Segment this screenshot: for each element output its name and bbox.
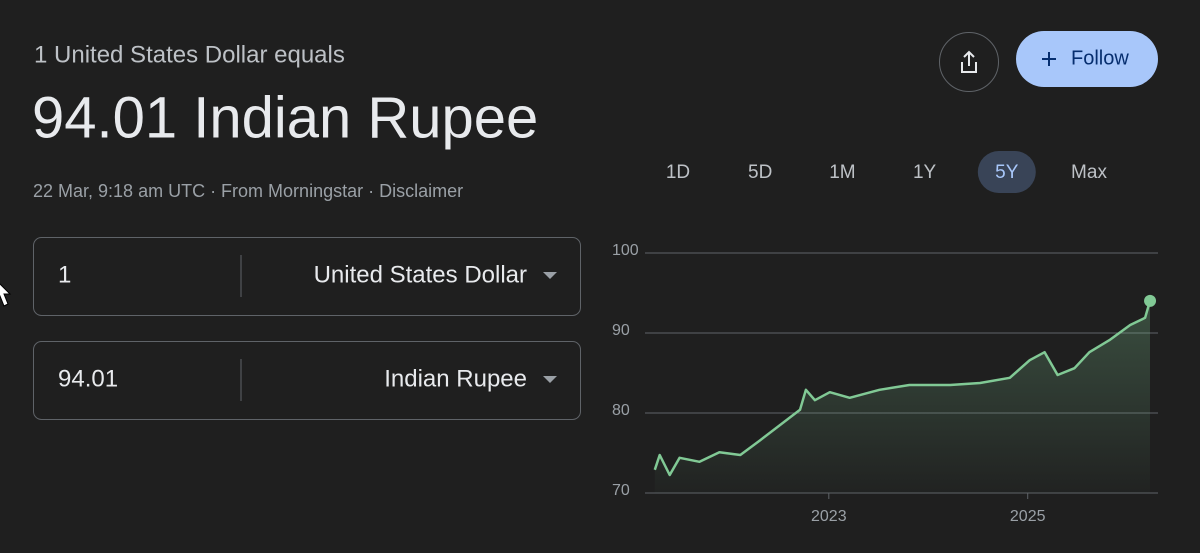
y-tick-label: 100 bbox=[612, 242, 639, 259]
meta: 22 Mar, 9:18 am UTC · From Morningstar ·… bbox=[33, 181, 463, 201]
amount[interactable]: 1 bbox=[58, 261, 71, 288]
follow-label[interactable]: Follow bbox=[1071, 47, 1129, 69]
to-field[interactable]: 94.01 Indian Rupee bbox=[33, 341, 581, 420]
field-box bbox=[33, 237, 581, 316]
y-tick-label: 80 bbox=[612, 402, 630, 419]
share-button[interactable] bbox=[939, 32, 999, 92]
y-tick-label: 70 bbox=[612, 482, 630, 499]
share-circle bbox=[939, 32, 999, 92]
field-box bbox=[33, 341, 581, 420]
y-tick-label: 90 bbox=[612, 322, 630, 339]
range-tabs: 1D 5D 1M 1Y 5Y Max bbox=[666, 151, 1107, 193]
dropdown-arrow[interactable] bbox=[543, 376, 557, 383]
title: 94.01 Indian Rupee bbox=[32, 85, 538, 150]
currency[interactable]: Indian Rupee bbox=[384, 365, 527, 392]
range-tab[interactable]: 1D bbox=[666, 162, 690, 183]
follow-button[interactable]: Follow bbox=[1016, 31, 1158, 87]
currency[interactable]: United States Dollar bbox=[314, 261, 527, 288]
cursor bbox=[0, 283, 12, 307]
range-tab[interactable]: Max bbox=[1071, 162, 1107, 183]
area-fill bbox=[654, 300, 1150, 493]
plus-icon bbox=[1042, 52, 1056, 66]
price-line bbox=[653, 300, 1152, 477]
amount[interactable]: 94.01 bbox=[58, 365, 118, 392]
from-field[interactable]: 1 United States Dollar bbox=[33, 237, 581, 316]
x-tick-label: 2025 bbox=[1010, 508, 1046, 525]
follow-bg bbox=[1016, 31, 1158, 87]
range-tab[interactable]: 1M bbox=[829, 162, 855, 183]
range-selected-bg bbox=[977, 151, 1036, 193]
share-icon bbox=[961, 50, 977, 73]
chart: 70 80 90 100 2023 2025 bbox=[612, 242, 1158, 525]
subtitle: 1 United States Dollar equals bbox=[34, 41, 345, 68]
range-tab[interactable]: 5Y bbox=[995, 162, 1019, 183]
dropdown-arrow[interactable] bbox=[543, 272, 557, 279]
range-tab[interactable]: 5D bbox=[748, 162, 772, 183]
range-tab[interactable]: 1Y bbox=[913, 162, 937, 183]
last-point bbox=[1144, 294, 1157, 307]
x-tick-label: 2023 bbox=[811, 508, 847, 525]
